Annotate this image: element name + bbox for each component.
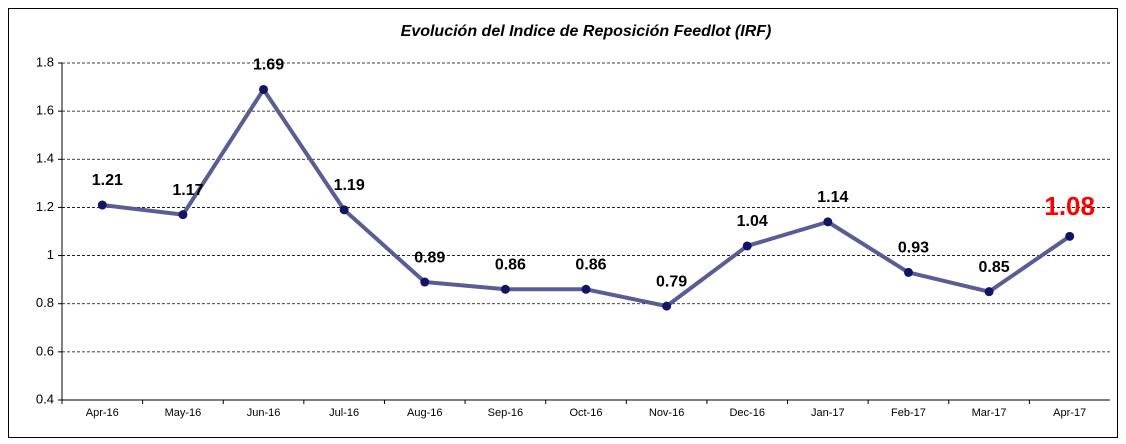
x-tick-label: Aug-16 [407,407,442,419]
value-label: 1.17 [172,182,203,199]
y-tick-label: 0.4 [36,391,54,406]
x-tick-label: Jan-17 [811,407,845,419]
x-tick-label: Jul-16 [329,407,359,419]
value-label: 1.14 [817,189,848,206]
chart-frame [8,8,1118,438]
x-tick-label: Nov-16 [649,407,684,419]
value-label: 0.86 [495,256,526,273]
marker [581,284,591,294]
marker [984,287,994,297]
value-label: 1.08 [1044,191,1095,221]
marker [500,284,510,294]
marker [420,277,430,287]
value-label: 0.89 [414,249,445,266]
value-label: 1.69 [253,57,284,74]
x-tick-label: Apr-16 [86,407,119,419]
value-label: 1.19 [334,177,365,194]
marker [823,217,833,227]
value-label: 0.79 [656,273,687,290]
marker [742,241,752,251]
marker [339,205,349,215]
y-tick-label: 0.6 [36,343,54,358]
marker [178,210,188,220]
marker [903,267,913,277]
value-label: 1.04 [737,213,768,230]
x-tick-label: Jun-16 [247,407,281,419]
x-tick-label: Feb-17 [891,407,926,419]
marker [662,301,672,311]
y-tick-label: 1.6 [36,103,54,118]
x-tick-label: Apr-17 [1053,407,1086,419]
marker [1065,231,1075,241]
marker [97,200,107,210]
y-tick-label: 0.8 [36,295,54,310]
x-tick-label: May-16 [165,407,202,419]
marker [259,84,269,94]
y-tick-label: 1.8 [36,54,54,69]
chart-title: Evolución del Indice de Reposición Feedl… [401,23,772,40]
y-tick-label: 1.2 [36,199,54,214]
y-tick-label: 1.4 [36,151,54,166]
x-tick-label: Sep-16 [488,407,523,419]
x-tick-label: Mar-17 [972,407,1007,419]
value-label: 0.93 [898,240,929,257]
y-tick-label: 1 [47,247,54,262]
value-label: 1.21 [92,172,123,189]
value-label: 0.85 [979,259,1010,276]
x-tick-label: Oct-16 [569,407,602,419]
value-label: 0.86 [575,256,606,273]
x-tick-label: Dec-16 [729,407,764,419]
